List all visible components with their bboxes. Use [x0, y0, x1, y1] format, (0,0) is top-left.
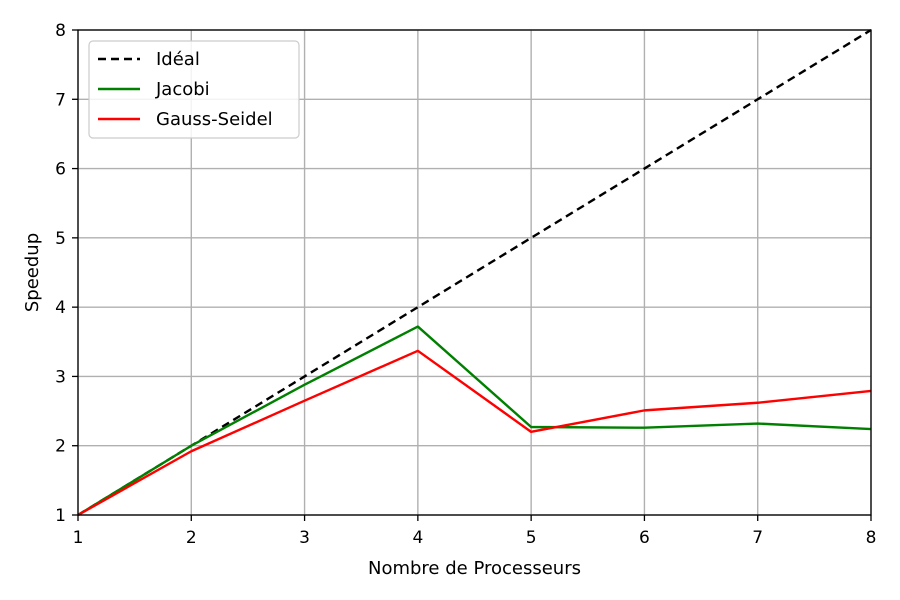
- series-line-gauss-seidel: [77, 349, 872, 517]
- series-line-id-al: [77, 28, 872, 517]
- y-tick-label: 4: [55, 298, 66, 318]
- legend: Idéal Jacobi Gauss-Seidel: [88, 40, 300, 139]
- x-tick-label: 5: [526, 528, 537, 548]
- axis-ticks: 1 2 3 4 5 6 7 8 1 2 3 4 5 6 7 8: [55, 21, 876, 548]
- x-tick-label: 2: [186, 528, 197, 548]
- y-tick-label: 5: [55, 229, 66, 249]
- plot-frame: [77, 29, 872, 516]
- series-line-jacobi: [77, 325, 872, 517]
- legend-entry-label: Jacobi: [155, 79, 210, 100]
- legend-entry-label: Gauss-Seidel: [156, 109, 273, 130]
- x-tick-label: 6: [639, 528, 650, 548]
- y-tick-label: 7: [55, 90, 66, 110]
- x-tick-label: 1: [73, 528, 84, 548]
- series-lines: [77, 28, 872, 517]
- y-tick-label: 8: [55, 21, 66, 41]
- y-axis-label: Speedup: [22, 233, 43, 312]
- y-tick-label: 2: [55, 437, 66, 457]
- y-tick-label: 3: [55, 367, 66, 387]
- x-tick-label: 3: [299, 528, 310, 548]
- x-tick-label: 8: [866, 528, 877, 548]
- legend-box: [88, 40, 300, 139]
- x-tick-label: 4: [412, 528, 423, 548]
- y-tick-label: 1: [55, 506, 66, 526]
- y-tick-label: 6: [55, 160, 66, 180]
- legend-entry-label: Idéal: [156, 49, 200, 70]
- x-axis-label: Nombre de Processeurs: [368, 558, 581, 579]
- x-tick-label: 7: [752, 528, 763, 548]
